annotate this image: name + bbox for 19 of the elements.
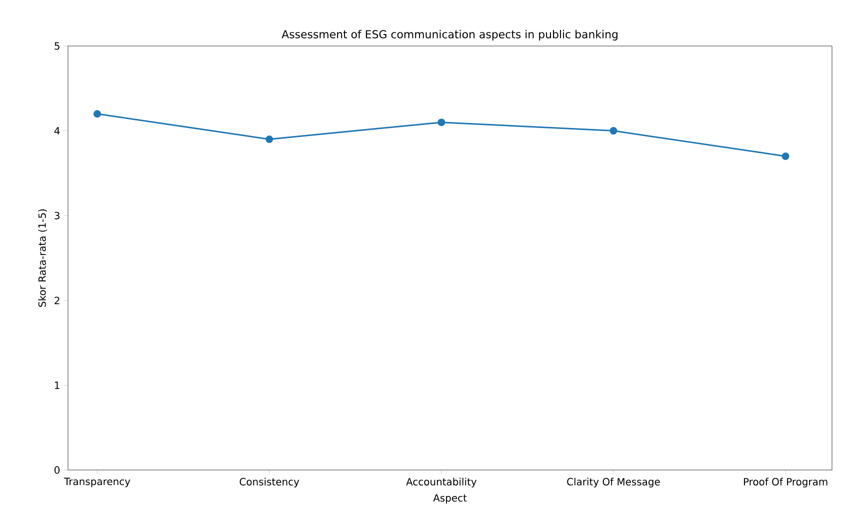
x-tick-label: Clarity Of Message bbox=[567, 478, 660, 488]
x-tick-label: Accountability bbox=[406, 478, 477, 488]
y-tick-label: 2 bbox=[54, 296, 60, 304]
point bbox=[782, 152, 790, 160]
y-tick-label: 3 bbox=[54, 212, 60, 220]
point bbox=[610, 127, 618, 135]
x-tick-label: Consistency bbox=[240, 478, 300, 488]
y-tick-label: 0 bbox=[54, 466, 60, 474]
point bbox=[438, 118, 446, 126]
chart-title: Assessment of ESG communication aspects in public banking bbox=[282, 30, 618, 41]
y-tick-label: 5 bbox=[54, 42, 60, 50]
x-axis-title: Aspect bbox=[433, 494, 467, 504]
point bbox=[266, 136, 274, 144]
x-tick-label: Transparency bbox=[64, 478, 130, 488]
point bbox=[94, 110, 102, 118]
y-tick-label: 1 bbox=[54, 382, 60, 389]
y-tick-label: 4 bbox=[54, 127, 60, 134]
y-axis-title: Skor Rata-rata (1-5) bbox=[38, 209, 48, 307]
x-tick-label: Proof Of Program bbox=[744, 478, 828, 488]
